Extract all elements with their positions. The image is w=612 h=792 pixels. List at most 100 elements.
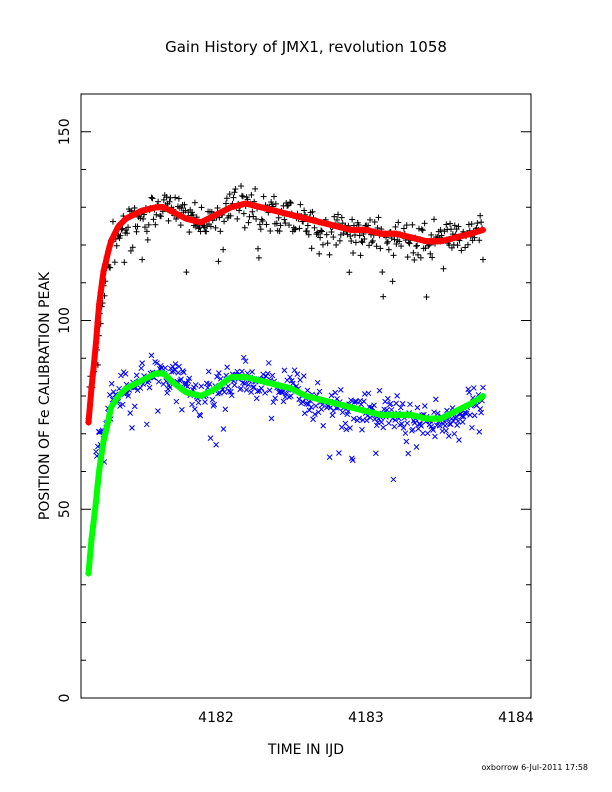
y-axis-label: POSITION OF Fe CALIBRATION PEAK: [37, 271, 53, 520]
data-point: [366, 242, 373, 249]
chart-title: Gain History of JMX1, revolution 1058: [165, 38, 447, 56]
series-1: [85, 200, 487, 426]
data-point: [447, 220, 454, 227]
data-point: [350, 415, 357, 422]
data-point: [277, 222, 284, 229]
data-point: [294, 371, 301, 378]
data-point: [260, 193, 267, 200]
data-point: [480, 256, 486, 263]
data-point: [430, 427, 436, 433]
data-point: [249, 369, 255, 375]
data-point: [238, 385, 244, 392]
data-point: [117, 403, 123, 409]
data-point: [373, 243, 380, 250]
data-point: [383, 240, 390, 247]
data-point: [268, 199, 275, 206]
data-point: [404, 420, 411, 427]
data-point: [121, 259, 128, 266]
data-point: [455, 223, 462, 230]
data-point: [239, 193, 246, 200]
data-point: [143, 228, 150, 235]
data-point: [157, 213, 164, 220]
data-point: [258, 385, 265, 392]
data-point: [315, 231, 322, 238]
data-point: [195, 225, 202, 232]
data-point: [384, 407, 390, 413]
data-point: [165, 217, 172, 224]
data-point: [469, 424, 475, 431]
data-point: [360, 398, 367, 405]
data-point: [400, 225, 407, 232]
data-point: [116, 235, 123, 242]
data-point: [195, 399, 202, 406]
data-point: [379, 269, 386, 276]
data-point: [279, 389, 286, 396]
data-point: [296, 225, 303, 232]
data-point: [192, 382, 199, 388]
data-point: [466, 389, 472, 396]
data-point: [141, 224, 148, 231]
data-point: [316, 388, 323, 395]
data-point: [230, 194, 237, 201]
data-point: [184, 383, 191, 390]
data-point: [478, 219, 485, 226]
data-point: [377, 245, 384, 252]
data-point: [373, 450, 379, 457]
data-point: [242, 358, 249, 365]
data-point: [228, 392, 235, 399]
data-point: [197, 412, 204, 419]
data-point: [347, 425, 353, 431]
data-point: [314, 379, 321, 386]
data-point: [305, 231, 312, 238]
data-point: [220, 426, 227, 432]
data-point: [301, 207, 308, 214]
data-point: [418, 422, 424, 429]
data-point: [281, 367, 288, 374]
data-point: [138, 365, 145, 372]
data-point: [155, 198, 162, 205]
data-point: [455, 418, 461, 425]
data-point: [144, 236, 151, 243]
data-point: [227, 212, 234, 219]
data-point: [423, 293, 430, 300]
data-point: [288, 393, 294, 399]
data-point: [405, 239, 412, 246]
data-point: [234, 215, 241, 222]
data-point: [122, 371, 129, 377]
x-tick-label: 4182: [198, 710, 234, 726]
data-point: [332, 389, 339, 396]
data-point: [431, 409, 437, 416]
data-point: [131, 403, 138, 410]
data-point: [399, 400, 406, 407]
data-point: [150, 216, 157, 223]
data-point: [214, 204, 221, 211]
data-point: [335, 211, 342, 218]
data-point: [301, 410, 308, 417]
data-point: [181, 201, 188, 208]
data-point: [390, 476, 397, 483]
data-point: [145, 221, 152, 228]
data-point: [289, 380, 296, 387]
data-point: [172, 361, 179, 367]
data-point: [270, 193, 277, 200]
data-point: [129, 244, 136, 251]
data-point: [454, 242, 461, 249]
data-point: [346, 269, 353, 276]
data-point: [403, 222, 410, 229]
data-point: [254, 388, 261, 395]
data-point: [415, 225, 422, 232]
data-point: [263, 221, 270, 228]
data-point: [175, 369, 182, 376]
data-point: [146, 384, 153, 391]
data-point: [173, 216, 180, 223]
data-point: [429, 254, 436, 261]
data-point: [205, 368, 212, 375]
data-point: [451, 430, 458, 437]
data-point: [389, 278, 396, 285]
data-marks: [85, 183, 487, 577]
data-point: [139, 360, 146, 366]
data-point: [291, 367, 298, 374]
data-point: [224, 364, 231, 371]
data-point: [368, 239, 375, 246]
data-point: [443, 221, 450, 228]
